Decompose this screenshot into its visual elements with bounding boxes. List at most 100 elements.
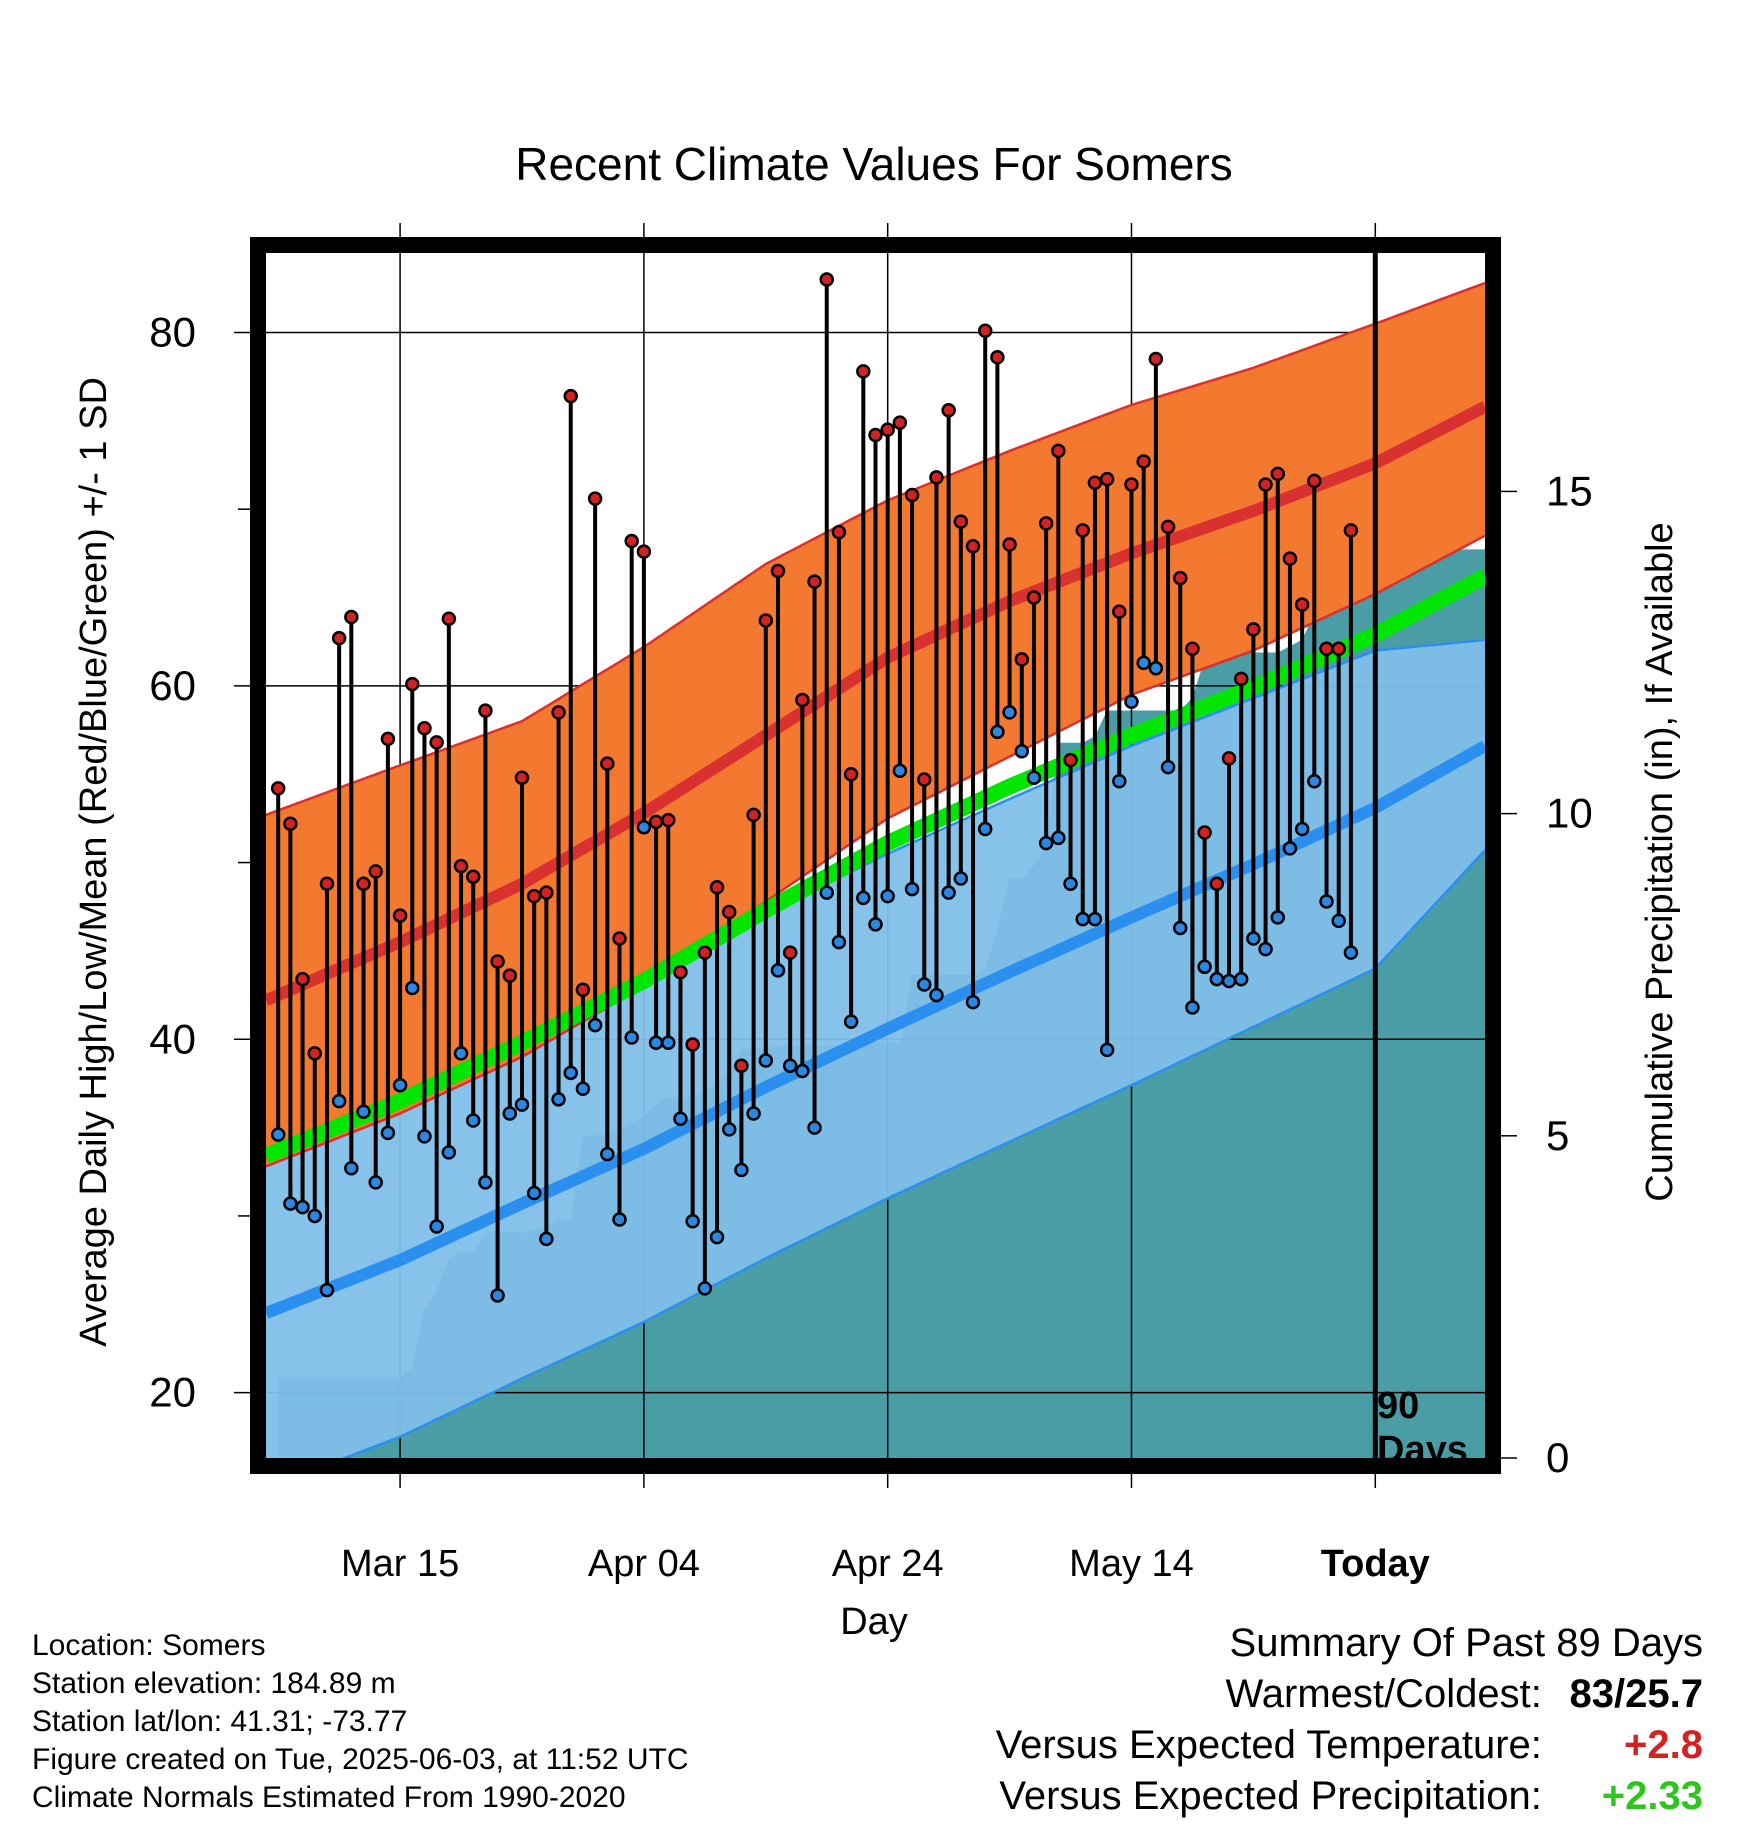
daily-low-point — [1075, 911, 1090, 927]
summary-title: Summary Of Past 89 Days — [1229, 1621, 1703, 1665]
daily-high-point — [368, 864, 383, 879]
warm-cold-label: Warmest/Coldest: — [1225, 1672, 1542, 1716]
daily-high-point — [856, 364, 871, 379]
daily-low-point — [1319, 894, 1334, 909]
daily-low-point — [1246, 931, 1261, 946]
daily-high-point — [1038, 516, 1054, 531]
x-tick-label: May 14 — [1069, 1543, 1194, 1585]
daily-high-point — [1282, 551, 1298, 566]
summary-temperature: Versus Expected Temperature: +2.8 — [996, 1723, 1703, 1768]
daily-high-point — [514, 770, 530, 786]
daily-high-point — [551, 705, 566, 720]
daily-high-point — [843, 766, 859, 782]
daily-high-point — [648, 814, 664, 830]
daily-high-point — [892, 415, 908, 430]
daily-low-point — [709, 1229, 725, 1245]
daily-low-point — [1331, 913, 1346, 929]
daily-high-point — [1014, 652, 1030, 667]
daily-low-point — [892, 763, 908, 778]
daily-low-point — [490, 1288, 505, 1303]
daily-high-point — [1063, 752, 1078, 768]
daily-high-point — [929, 470, 944, 485]
daily-low-point — [405, 980, 420, 996]
daily-low-point — [600, 1146, 615, 1162]
daily-high-point — [429, 735, 444, 750]
daily-high-point — [405, 676, 420, 692]
chart-title: Recent Climate Values For Somers — [515, 138, 1233, 190]
daily-low-point — [1258, 941, 1273, 957]
daily-high-point — [770, 563, 786, 579]
daily-high-point — [1197, 825, 1212, 840]
daily-high-point — [1307, 473, 1322, 489]
daily-high-point — [904, 487, 920, 503]
y-tick-label-left: 20 — [149, 1369, 196, 1416]
daily-low-point — [1160, 759, 1176, 775]
daily-low-point — [721, 1122, 737, 1137]
y-tick-label-right: 15 — [1546, 467, 1593, 514]
daily-low-point — [1148, 660, 1164, 676]
daily-high-point — [1233, 671, 1249, 687]
daily-high-point — [465, 869, 481, 884]
daily-low-point — [1294, 821, 1310, 837]
daily-low-point — [929, 987, 944, 1003]
daily-low-point — [673, 1111, 688, 1127]
elevation-line: Station elevation: 184.89 m — [32, 1667, 396, 1700]
daily-low-point — [1343, 945, 1359, 960]
daily-low-point — [1124, 694, 1139, 710]
daily-high-point — [344, 609, 359, 625]
daily-high-point — [965, 539, 981, 554]
y-tick-label-right: 0 — [1546, 1434, 1569, 1481]
daily-high-point — [1209, 876, 1225, 892]
daily-high-point — [612, 931, 627, 946]
daily-high-point — [1112, 604, 1127, 619]
temp-anomaly-label: Versus Expected Temperature: — [995, 1723, 1542, 1767]
daily-low-point — [880, 888, 895, 904]
station-info: Location: Somers Station elevation: 184.… — [32, 1627, 689, 1817]
days-marker-number: 90 — [1377, 1385, 1419, 1427]
daily-low-point — [965, 994, 981, 1010]
daily-high-point — [697, 945, 713, 960]
daily-high-point — [1343, 523, 1359, 538]
x-tick-label: Today — [1321, 1543, 1430, 1585]
daily-low-point — [1014, 744, 1030, 759]
daily-low-point — [758, 1053, 774, 1068]
daily-high-point — [795, 692, 810, 708]
daily-high-point — [1160, 519, 1176, 535]
latlon-line: Station lat/lon: 41.31; -73.77 — [32, 1705, 408, 1738]
daily-high-point — [709, 880, 725, 895]
daily-high-point — [1173, 570, 1188, 586]
days-marker-label: Days — [1377, 1429, 1468, 1471]
daily-high-point — [831, 524, 847, 540]
daily-low-point — [1233, 971, 1249, 987]
daily-low-point — [1038, 835, 1054, 851]
daily-high-point — [1087, 475, 1103, 490]
daily-high-point — [502, 968, 518, 983]
summary-warm-cold: Warmest/Coldest: 83/25.7 — [1226, 1672, 1704, 1717]
daily-high-point — [1026, 590, 1042, 605]
daily-high-point — [880, 422, 895, 437]
daily-high-point — [319, 876, 335, 892]
daily-low-point — [795, 1063, 810, 1079]
daily-high-point — [270, 781, 286, 796]
daily-low-point — [478, 1175, 493, 1190]
daily-high-point — [417, 721, 432, 736]
daily-high-point — [758, 613, 774, 628]
daily-low-point — [831, 934, 847, 950]
daily-low-point — [1197, 959, 1212, 975]
daily-low-point — [648, 1035, 664, 1051]
daily-low-point — [344, 1160, 359, 1176]
daily-high-point — [526, 888, 542, 904]
daily-high-point — [392, 908, 408, 923]
daily-low-point — [685, 1213, 700, 1229]
daily-low-point — [917, 977, 932, 992]
daily-low-point — [417, 1129, 432, 1144]
daily-high-point — [1246, 622, 1261, 637]
plot-frame — [250, 237, 1501, 1474]
daily-high-point — [624, 533, 639, 549]
daily-low-point — [1221, 973, 1237, 989]
y-axis-label-left: Average Daily High/Low/Mean (Red/Blue/Gr… — [73, 377, 115, 1347]
daily-low-point — [953, 871, 969, 886]
daily-high-point — [941, 403, 956, 418]
summary-precipitation: Versus Expected Precipitation: +2.33 — [999, 1774, 1703, 1819]
